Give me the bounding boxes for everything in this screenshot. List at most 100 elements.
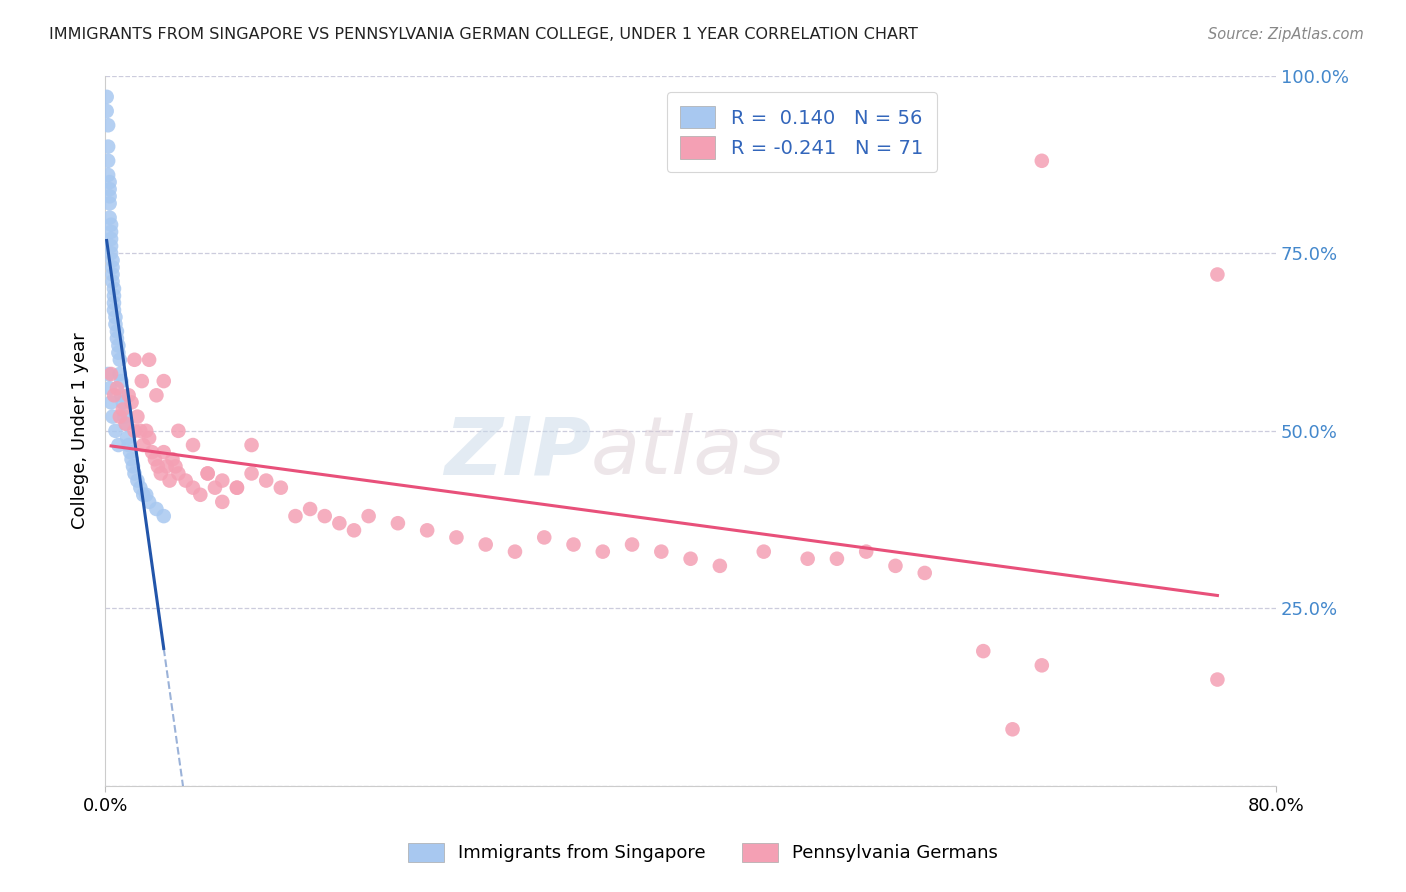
Point — [100, 239, 122, 253]
Point — [103, 296, 125, 310]
Point — [115, 431, 138, 445]
Point — [97, 367, 120, 381]
Point — [100, 232, 122, 246]
Point — [100, 395, 122, 409]
Point — [101, 253, 124, 268]
Point — [101, 260, 124, 275]
Point — [104, 310, 127, 325]
Point — [387, 516, 409, 531]
Point — [104, 317, 127, 331]
Point — [197, 467, 219, 481]
Point — [111, 395, 134, 409]
Text: atlas: atlas — [591, 413, 786, 491]
Point — [226, 481, 249, 495]
Point — [98, 182, 121, 196]
Point — [100, 225, 122, 239]
Point — [621, 537, 644, 551]
Point — [679, 551, 702, 566]
Point — [141, 445, 163, 459]
Point — [98, 196, 121, 211]
Point — [96, 90, 118, 104]
Point — [416, 524, 439, 538]
Point — [107, 338, 129, 352]
Point — [174, 474, 197, 488]
Point — [1001, 723, 1024, 737]
Point — [884, 558, 907, 573]
Point — [446, 530, 468, 544]
Point — [357, 509, 380, 524]
Point — [152, 445, 174, 459]
Point — [299, 502, 322, 516]
Point — [132, 488, 155, 502]
Point — [135, 488, 157, 502]
Text: Source: ZipAtlas.com: Source: ZipAtlas.com — [1208, 27, 1364, 42]
Point — [100, 246, 122, 260]
Point — [117, 388, 139, 402]
Point — [103, 388, 125, 402]
Point — [97, 168, 120, 182]
Point — [1206, 673, 1229, 687]
Point — [108, 352, 131, 367]
Point — [103, 282, 125, 296]
Point — [211, 495, 233, 509]
Text: IMMIGRANTS FROM SINGAPORE VS PENNSYLVANIA GERMAN COLLEGE, UNDER 1 YEAR CORRELATI: IMMIGRANTS FROM SINGAPORE VS PENNSYLVANI… — [49, 27, 918, 42]
Point — [204, 481, 226, 495]
Point — [181, 481, 204, 495]
Point — [1031, 658, 1053, 673]
Point — [103, 303, 125, 318]
Point — [117, 438, 139, 452]
Point — [105, 331, 128, 345]
Point — [167, 467, 190, 481]
Point — [146, 459, 169, 474]
Point — [138, 352, 160, 367]
Point — [114, 417, 136, 431]
Point — [110, 388, 132, 402]
Point — [181, 438, 204, 452]
Point — [105, 381, 128, 395]
Point — [188, 488, 211, 502]
Point — [650, 544, 672, 558]
Point — [121, 452, 143, 467]
Point — [343, 524, 366, 538]
Point — [211, 474, 233, 488]
Point — [124, 352, 146, 367]
Point — [240, 438, 263, 452]
Point — [124, 424, 146, 438]
Point — [114, 417, 136, 431]
Point — [533, 530, 555, 544]
Point — [709, 558, 731, 573]
Point — [129, 424, 152, 438]
Point — [101, 409, 124, 424]
Point — [101, 275, 124, 289]
Point — [108, 367, 131, 381]
Point — [825, 551, 848, 566]
Point — [97, 118, 120, 132]
Point — [107, 345, 129, 359]
Point — [254, 474, 277, 488]
Point — [96, 103, 118, 118]
Point — [562, 537, 585, 551]
Point — [135, 424, 157, 438]
Point — [752, 544, 775, 558]
Point — [138, 495, 160, 509]
Point — [101, 268, 124, 282]
Point — [98, 175, 121, 189]
Point — [145, 388, 167, 402]
Point — [159, 474, 181, 488]
Point — [226, 481, 249, 495]
Point — [108, 409, 131, 424]
Point — [97, 139, 120, 153]
Point — [98, 381, 121, 395]
Point — [105, 324, 128, 338]
Point — [104, 424, 127, 438]
Point — [111, 402, 134, 417]
Point — [100, 218, 122, 232]
Point — [162, 452, 184, 467]
Point — [270, 481, 292, 495]
Point — [1031, 153, 1053, 168]
Point — [314, 509, 336, 524]
Point — [112, 409, 135, 424]
Point — [124, 467, 146, 481]
Point — [152, 374, 174, 388]
Point — [855, 544, 877, 558]
